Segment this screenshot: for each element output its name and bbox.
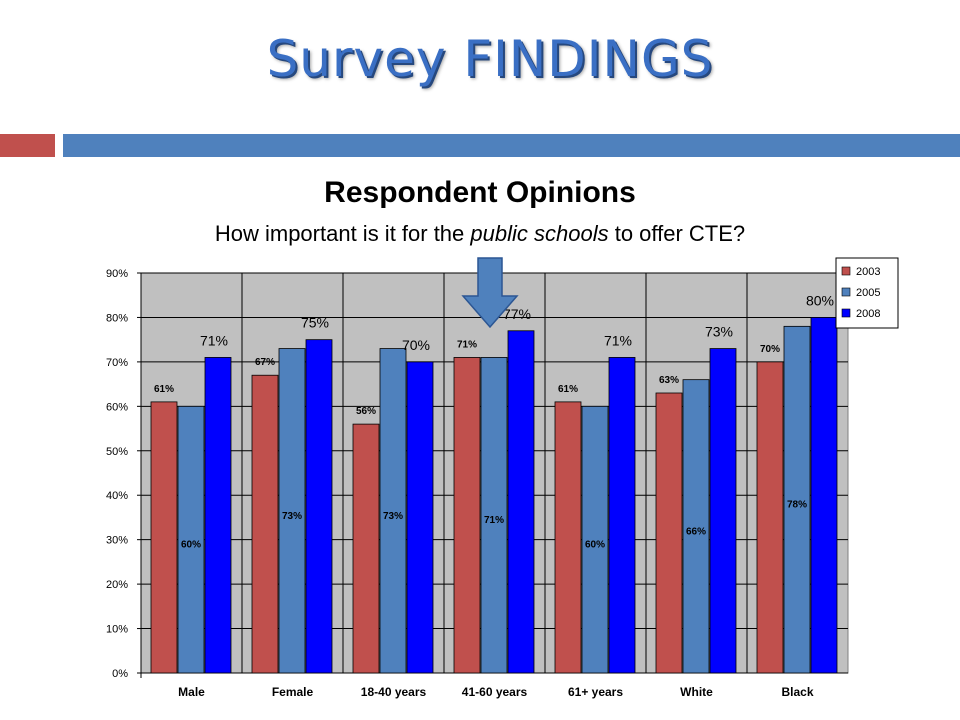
y-tick-label: 10% xyxy=(106,624,128,636)
bar-2008 xyxy=(204,357,232,674)
y-tick-label: 0% xyxy=(112,668,128,680)
y-tick-label: 60% xyxy=(106,401,128,413)
bar-2003 xyxy=(251,374,279,674)
bar-2003 xyxy=(453,357,481,674)
data-label-2005: 73% xyxy=(282,511,302,522)
title-accent-bar-blue xyxy=(63,134,960,157)
y-tick-label: 90% xyxy=(106,268,128,280)
legend-swatch-2003 xyxy=(841,266,851,276)
bar-2005 xyxy=(177,405,205,674)
legend-swatch-2005 xyxy=(841,287,851,297)
y-tick-label: 20% xyxy=(106,579,128,591)
chart-subtitle-part-1: How important is it for the xyxy=(214,221,471,246)
y-tick-label: 40% xyxy=(106,490,128,502)
data-label-2005: 66% xyxy=(686,526,706,537)
bar-2008 xyxy=(709,348,737,674)
data-label-2008: 73% xyxy=(705,324,733,340)
title-accent-bar-red xyxy=(0,134,55,157)
data-label-2008: 71% xyxy=(200,332,228,348)
data-label-2005: 60% xyxy=(181,540,201,551)
data-label-2008: 75% xyxy=(301,315,329,331)
legend-label-2005: 2005 xyxy=(856,287,880,299)
bar-2005 xyxy=(682,379,710,674)
bar-2003 xyxy=(150,401,178,674)
bar-2003 xyxy=(352,423,380,674)
data-label-2008: 71% xyxy=(604,332,632,348)
bar-2005 xyxy=(581,405,609,674)
x-category-label: White xyxy=(680,685,713,699)
bar-2008 xyxy=(608,357,636,674)
data-label-2008: 77% xyxy=(503,306,531,322)
y-tick-label: 80% xyxy=(106,312,128,324)
slide-title: Survey FINDINGS xyxy=(266,30,714,88)
data-label-2003: 63% xyxy=(659,375,679,386)
legend-label-2008: 2008 xyxy=(856,308,880,320)
bar-2003 xyxy=(554,401,582,674)
bar-2005 xyxy=(480,357,508,674)
x-category-label: 61+ years xyxy=(568,685,623,699)
data-label-2003: 70% xyxy=(760,344,780,355)
x-category-label: Black xyxy=(781,685,813,699)
bar-2008 xyxy=(810,317,838,674)
chart-subtitle-emphasis: public schools xyxy=(470,221,609,246)
data-label-2003: 56% xyxy=(356,406,376,417)
data-label-2005: 78% xyxy=(787,500,807,511)
data-label-2003: 71% xyxy=(457,339,477,350)
bar-2008 xyxy=(406,361,434,674)
chart-subtitle: How important is it for the public schoo… xyxy=(0,221,960,247)
data-label-2005: 73% xyxy=(383,511,403,522)
data-label-2003: 67% xyxy=(255,357,275,368)
chart-subtitle-part-3: to offer CTE? xyxy=(608,221,746,246)
legend-label-2003: 2003 xyxy=(856,266,880,278)
chart-title: Respondent Opinions xyxy=(324,176,636,209)
y-tick-label: 50% xyxy=(106,446,128,458)
bar-2003 xyxy=(756,361,784,674)
bar-2008 xyxy=(305,339,333,674)
x-category-label: Female xyxy=(272,685,314,699)
data-label-2008: 70% xyxy=(402,337,430,353)
x-category-label: 18-40 years xyxy=(361,685,427,699)
data-label-2003: 61% xyxy=(154,384,174,395)
bar-2005 xyxy=(278,348,306,674)
legend-swatch-2008 xyxy=(841,308,851,318)
highlight-arrow-icon xyxy=(461,257,519,329)
data-label-2005: 60% xyxy=(585,540,605,551)
bar-2008 xyxy=(507,330,535,674)
y-tick-label: 30% xyxy=(106,535,128,547)
y-tick-label: 70% xyxy=(106,357,128,369)
bar-2003 xyxy=(655,392,683,674)
data-label-2008: 80% xyxy=(806,292,834,308)
data-label-2005: 71% xyxy=(484,515,504,526)
x-category-label: 41-60 years xyxy=(462,685,528,699)
bar-2005 xyxy=(783,325,811,674)
data-label-2003: 61% xyxy=(558,384,578,395)
bar-2005 xyxy=(379,348,407,674)
x-category-label: Male xyxy=(178,685,205,699)
